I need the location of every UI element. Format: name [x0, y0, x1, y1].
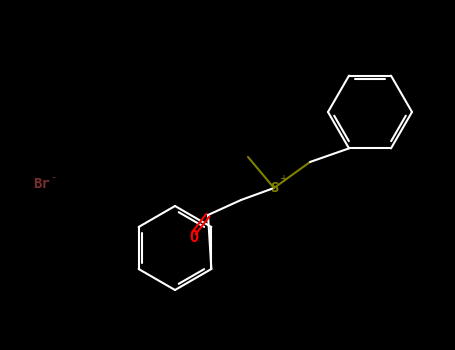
Text: Br: Br	[33, 177, 50, 191]
Text: S: S	[270, 181, 278, 195]
Text: -: -	[51, 172, 55, 182]
Text: +: +	[279, 174, 287, 184]
Text: O: O	[189, 231, 198, 245]
